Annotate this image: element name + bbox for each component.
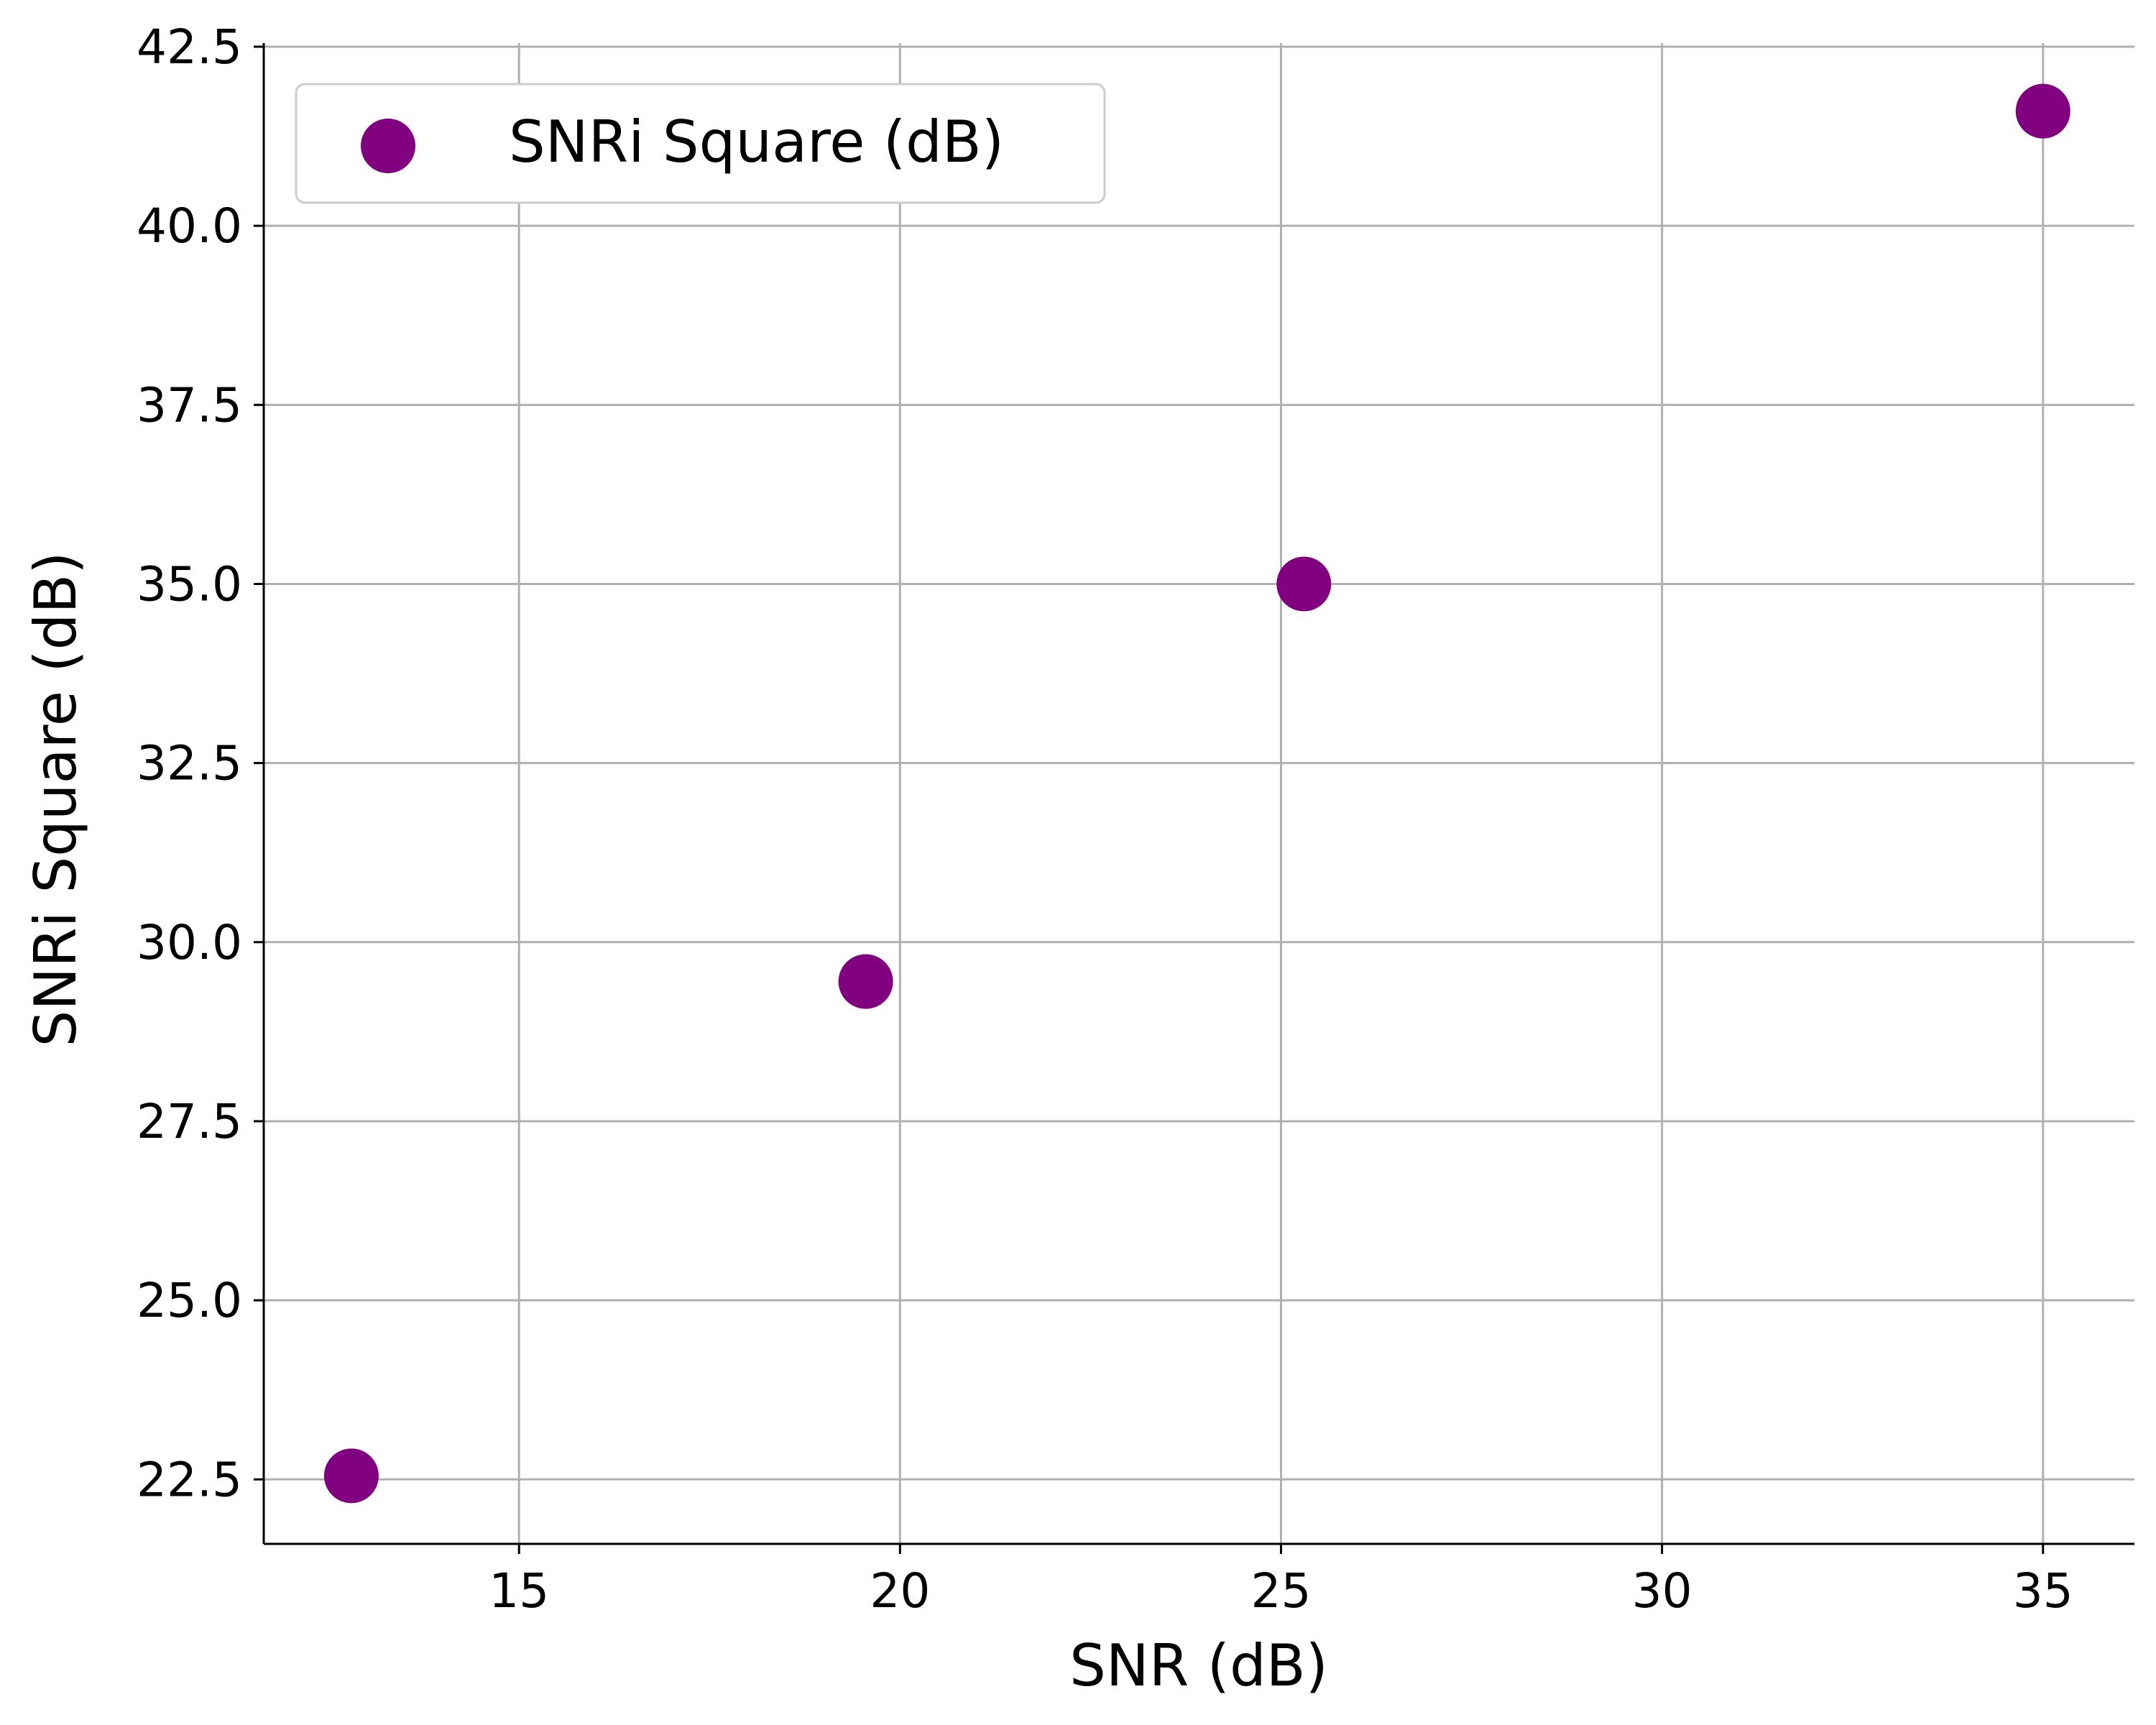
y-tick-label: 40.0: [137, 198, 242, 254]
y-tick-label: 25.0: [137, 1273, 242, 1328]
x-tick-label: 15: [489, 1563, 549, 1619]
y-tick-label: 27.5: [137, 1094, 242, 1149]
data-point: [323, 1448, 379, 1504]
y-tick-label: 35.0: [137, 556, 242, 612]
y-tick-label: 32.5: [137, 736, 242, 791]
data-point: [2015, 83, 2070, 139]
legend-marker: [361, 119, 415, 173]
y-axis-title: SNRi Square (dB): [22, 551, 89, 1046]
data-point: [838, 954, 893, 1009]
data-point: [1276, 556, 1332, 612]
y-tick-label: 37.5: [137, 377, 242, 433]
data-points: [323, 83, 2070, 1504]
y-tick-label: 22.5: [137, 1452, 242, 1507]
y-tick-label: 42.5: [137, 19, 242, 75]
x-axis-title: SNR (dB): [1069, 1632, 1328, 1699]
x-tick-label: 35: [2013, 1563, 2073, 1619]
x-tick-label: 25: [1250, 1563, 1311, 1619]
legend: SNRi Square (dB): [295, 83, 1106, 204]
x-tick-label: 20: [870, 1563, 930, 1619]
x-tick-label: 30: [1632, 1563, 1692, 1619]
grid-lines: [264, 43, 2134, 1544]
x-axis-ticks: 15 20 25 30 35: [489, 1544, 2073, 1619]
legend-box: [295, 83, 1106, 204]
legend-label: SNRi Square (dB): [509, 109, 1004, 175]
axes: [262, 43, 2134, 1545]
y-axis-ticks: 22.5 25.0 27.5 30.0 32.5 35.0 37.5 40.0 42.5: [137, 19, 264, 1507]
y-tick-label: 30.0: [137, 915, 242, 970]
